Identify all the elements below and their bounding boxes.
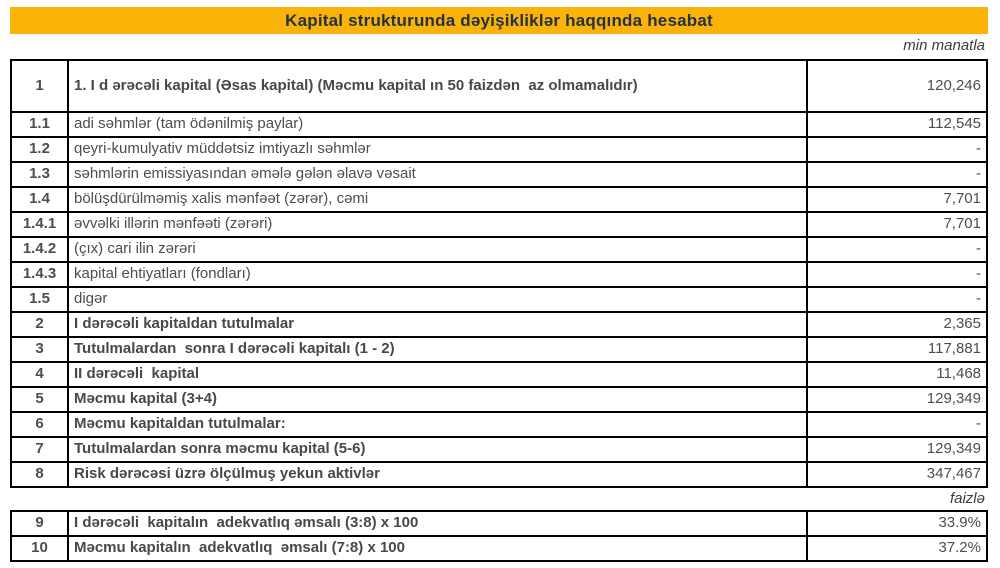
row-number-cell: 1.4.2 bbox=[10, 236, 69, 263]
table-row: 1.4.3 kapital ehtiyatları (fondları) - bbox=[10, 261, 988, 288]
row-value-cell: 129,349 bbox=[806, 386, 988, 413]
row-value-cell: - bbox=[806, 136, 988, 163]
row-value-cell: 37.2% bbox=[806, 535, 988, 562]
report-title-bar: Kapital strukturunda dəyişikliklər haqqı… bbox=[10, 7, 988, 34]
row-number-cell: 8 bbox=[10, 461, 69, 488]
row-value-cell: 129,349 bbox=[806, 436, 988, 463]
row-number-cell: 5 bbox=[10, 386, 69, 413]
row-value-cell: 117,881 bbox=[806, 336, 988, 363]
table-row: 1.5 digər - bbox=[10, 286, 988, 313]
table-row: 7 Tutulmalardan sonra məcmu kapital (5-6)… bbox=[10, 436, 988, 463]
row-number-cell: 6 bbox=[10, 411, 69, 438]
row-value-cell: 7,701 bbox=[806, 211, 988, 238]
row-label-cell: bölüşdürülməmiş xalis mənfəət (zərər), c… bbox=[67, 186, 808, 213]
unit-label-thousand-manats: min manatla bbox=[903, 37, 985, 54]
row-label-cell: I dərəcəli kapitalın adekvatlıq əmsalı (… bbox=[67, 510, 808, 537]
row-label-cell: qeyri-kumulyativ müddətsiz imtiyazlı səh… bbox=[67, 136, 808, 163]
row-value-cell: - bbox=[806, 261, 988, 288]
row-number-cell: 1.3 bbox=[10, 161, 69, 188]
row-label-cell: Tutulmalardan sonra məcmu kapital (5-6) bbox=[67, 436, 808, 463]
table-row: 3 Tutulmalardan sonra I dərəcəli kapitalı… bbox=[10, 336, 988, 363]
row-number-cell: 4 bbox=[10, 361, 69, 388]
row-number-cell: 3 bbox=[10, 336, 69, 363]
row-value-cell: - bbox=[806, 411, 988, 438]
table-row: 4 II dərəcəli kapital 11,468 bbox=[10, 361, 988, 388]
row-label-cell: Məcmu kapitaldan tutulmalar: bbox=[67, 411, 808, 438]
table-row: 5 Məcmu kapital (3+4) 129,349 bbox=[10, 386, 988, 413]
row-label-cell: (çıx) cari ilin zərəri bbox=[67, 236, 808, 263]
row-value-cell: 11,468 bbox=[806, 361, 988, 388]
row-number-cell: 7 bbox=[10, 436, 69, 463]
row-label-cell: 1. I d ərəcəli kapital (Əsas kapital) (M… bbox=[67, 59, 808, 113]
table-row: 1.2 qeyri-kumulyativ müddətsiz imtiyazlı … bbox=[10, 136, 988, 163]
row-number-cell: 1.1 bbox=[10, 111, 69, 138]
report-title: Kapital strukturunda dəyişikliklər haqqı… bbox=[285, 10, 713, 30]
table-row: 1.3 səhmlərin emissiyasından əmələ gələn … bbox=[10, 161, 988, 188]
row-label-cell: Məcmu kapitalın adekvatlıq əmsalı (7:8) … bbox=[67, 535, 808, 562]
table-row: 1.4.1 əvvəlki illərin mənfəəti (zərəri) 7,… bbox=[10, 211, 988, 238]
row-label-cell: II dərəcəli kapital bbox=[67, 361, 808, 388]
row-label-cell: Tutulmalardan sonra I dərəcəli kapitalı … bbox=[67, 336, 808, 363]
table-row: 1.4 bölüşdürülməmiş xalis mənfəət (zərər)… bbox=[10, 186, 988, 213]
row-value-cell: - bbox=[806, 286, 988, 313]
row-label-cell: kapital ehtiyatları (fondları) bbox=[67, 261, 808, 288]
row-label-cell: Risk dərəcəsi üzrə ölçülmuş yekun aktivl… bbox=[67, 461, 808, 488]
row-value-cell: 7,701 bbox=[806, 186, 988, 213]
table-row: 10 Məcmu kapitalın adekvatlıq əmsalı (7:8… bbox=[10, 535, 988, 562]
row-value-cell: - bbox=[806, 161, 988, 188]
table-row: 6 Məcmu kapitaldan tutulmalar: - bbox=[10, 411, 988, 438]
row-label-cell: Məcmu kapital (3+4) bbox=[67, 386, 808, 413]
row-value-cell: 2,365 bbox=[806, 311, 988, 338]
row-value-cell: 120,246 bbox=[806, 59, 988, 113]
row-number-cell: 10 bbox=[10, 535, 69, 562]
row-label-cell: əvvəlki illərin mənfəəti (zərəri) bbox=[67, 211, 808, 238]
row-number-cell: 1.4.3 bbox=[10, 261, 69, 288]
row-value-cell: 347,467 bbox=[806, 461, 988, 488]
row-number-cell: 1.5 bbox=[10, 286, 69, 313]
table-row: 1.1 adi səhmlər (tam ödənilmiş paylar) 112… bbox=[10, 111, 988, 138]
table-row: 8 Risk dərəcəsi üzrə ölçülmuş yekun aktiv… bbox=[10, 461, 988, 488]
unit-label-percent: faizlə bbox=[949, 490, 985, 507]
capital-structure-table-body: 1 1. I d ərəcəli kapital (Əsas kapital) (… bbox=[10, 59, 988, 488]
row-number-cell: 1.4 bbox=[10, 186, 69, 213]
row-number-cell: 1.2 bbox=[10, 136, 69, 163]
row-value-cell: - bbox=[806, 236, 988, 263]
row-value-cell: 33.9% bbox=[806, 510, 988, 537]
row-label-cell: digər bbox=[67, 286, 808, 313]
row-number-cell: 9 bbox=[10, 510, 69, 537]
row-number-cell: 1 bbox=[10, 59, 69, 113]
row-number-cell: 2 bbox=[10, 311, 69, 338]
row-label-cell: səhmlərin emissiyasından əmələ gələn əla… bbox=[67, 161, 808, 188]
table-row: 1 1. I d ərəcəli kapital (Əsas kapital) (… bbox=[10, 59, 988, 113]
table-row: 1.4.2 (çıx) cari ilin zərəri - bbox=[10, 236, 988, 263]
row-number-cell: 1.4.1 bbox=[10, 211, 69, 238]
row-value-cell: 112,545 bbox=[806, 111, 988, 138]
row-label-cell: I dərəcəli kapitaldan tutulmalar bbox=[67, 311, 808, 338]
row-label-cell: adi səhmlər (tam ödənilmiş paylar) bbox=[67, 111, 808, 138]
capital-structure-table: 1 1. I d ərəcəli kapital (Əsas kapital) (… bbox=[10, 59, 988, 488]
